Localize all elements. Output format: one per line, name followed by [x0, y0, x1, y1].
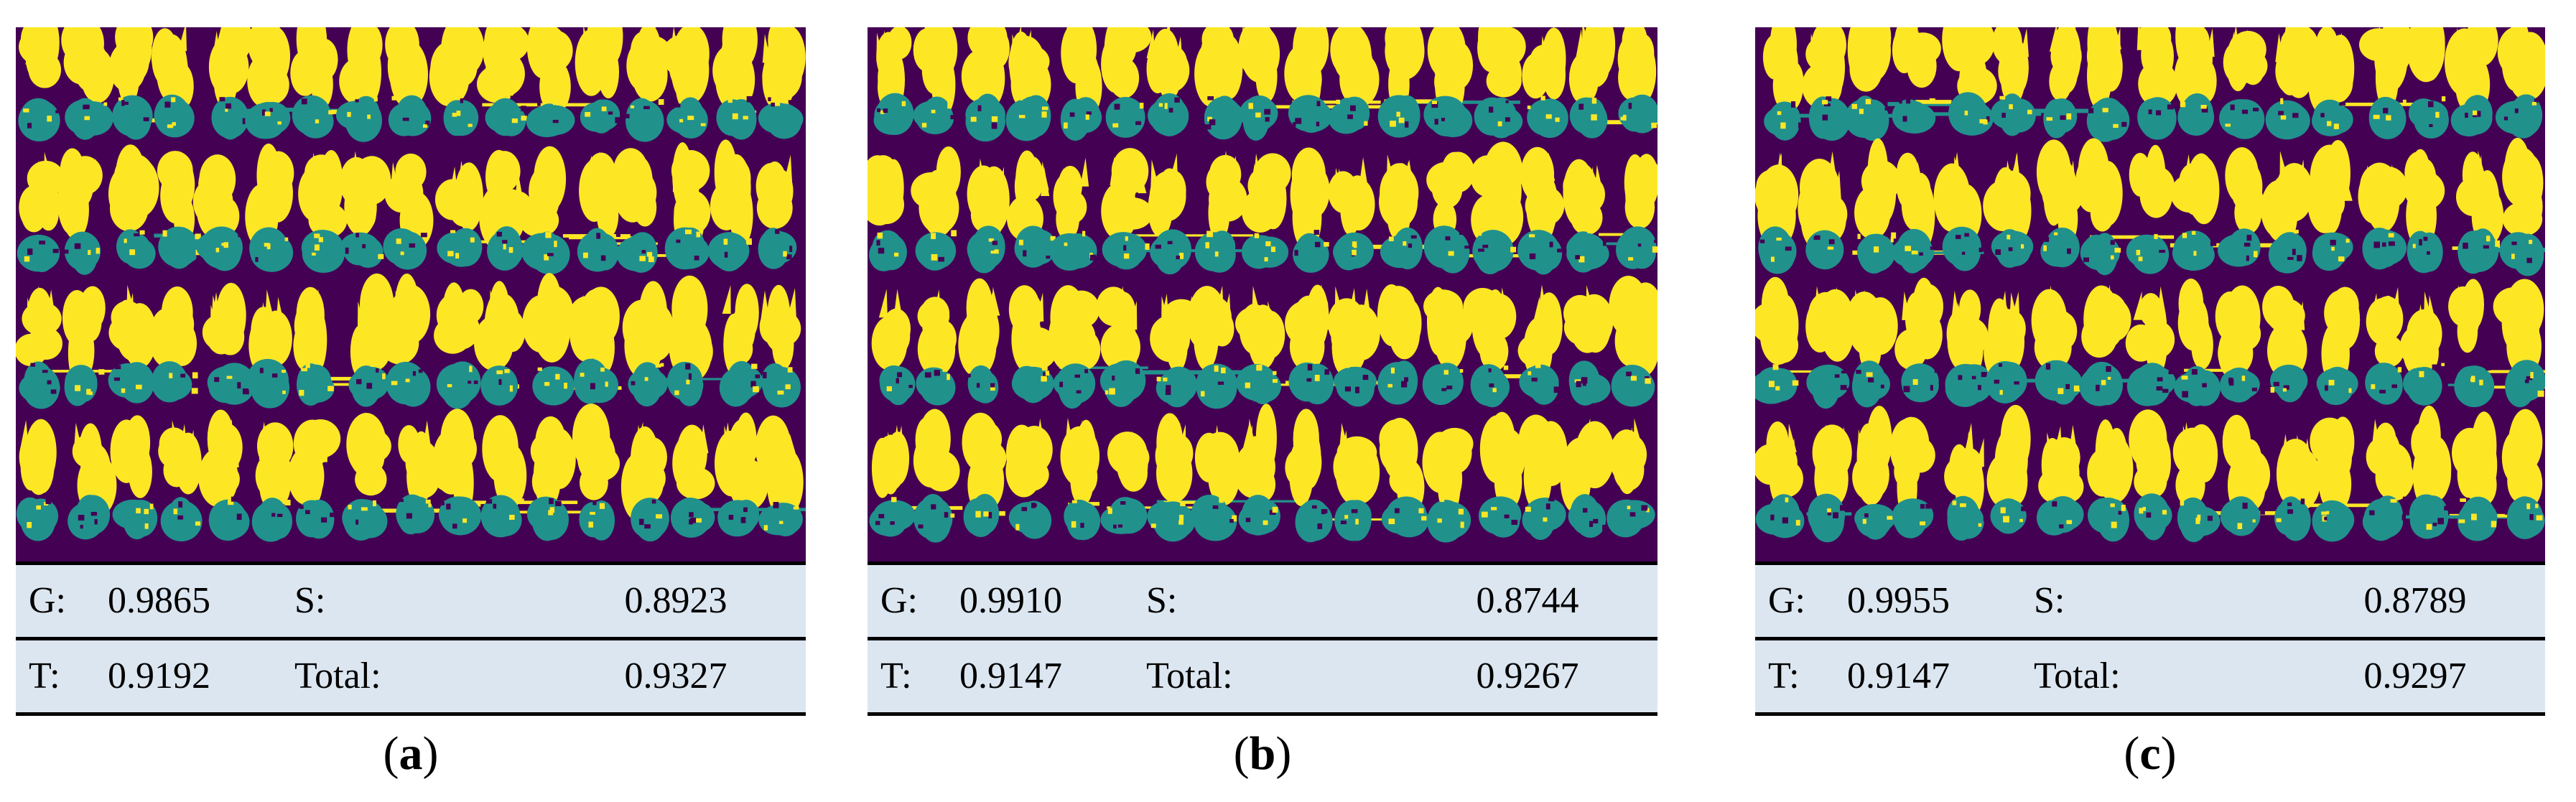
- metrics-row: T: 0.9147 Total: 0.9297: [1755, 638, 2545, 716]
- metric-value: 0.9192: [108, 638, 266, 716]
- metric-label: S:: [266, 561, 546, 640]
- metric-value: 0.9297: [2285, 638, 2545, 716]
- metric-label: Total:: [1117, 638, 1398, 716]
- metric-label: S:: [2005, 561, 2285, 640]
- metric-value: 0.9147: [959, 638, 1117, 716]
- metric-label: T:: [1755, 638, 1847, 716]
- metrics-row: T: 0.9192 Total: 0.9327: [16, 638, 806, 716]
- metric-label: Total:: [266, 638, 546, 716]
- panel-caption-b: (b): [1233, 727, 1292, 780]
- metric-label: S:: [1117, 561, 1398, 640]
- metric-label: T:: [16, 638, 108, 716]
- metric-value: 0.8923: [546, 561, 806, 640]
- metric-label: G:: [1755, 561, 1847, 640]
- metrics-table-a: G: 0.9865 S: 0.8923 T: 0.9192 Total: 0.9…: [16, 561, 806, 716]
- metrics-row: G: 0.9865 S: 0.8923: [16, 561, 806, 640]
- metric-value: 0.9910: [959, 561, 1117, 640]
- panel-caption-c: (c): [2124, 727, 2177, 780]
- metric-label: G:: [16, 561, 108, 640]
- metric-value: 0.9267: [1398, 638, 1657, 716]
- metrics-table-b: G: 0.9910 S: 0.8744 T: 0.9147 Total: 0.9…: [868, 561, 1657, 716]
- metric-value: 0.9147: [1847, 638, 2005, 716]
- metric-value: 0.9955: [1847, 561, 2005, 640]
- metric-value: 0.9865: [108, 561, 266, 640]
- metric-value: 0.9327: [546, 638, 806, 716]
- metric-label: G:: [868, 561, 959, 640]
- segmentation-map-b: [868, 27, 1657, 561]
- segmentation-map-c: [1755, 27, 2545, 561]
- metrics-row: T: 0.9147 Total: 0.9267: [868, 638, 1657, 716]
- metric-label: T:: [868, 638, 959, 716]
- segmentation-map-a: [16, 27, 806, 561]
- panel-caption-a: (a): [383, 727, 439, 780]
- metrics-row: G: 0.9955 S: 0.8789: [1755, 561, 2545, 640]
- metric-label: Total:: [2005, 638, 2285, 716]
- metrics-row: G: 0.9910 S: 0.8744: [868, 561, 1657, 640]
- metric-value: 0.8789: [2285, 561, 2545, 640]
- metrics-table-c: G: 0.9955 S: 0.8789 T: 0.9147 Total: 0.9…: [1755, 561, 2545, 716]
- metric-value: 0.8744: [1398, 561, 1657, 640]
